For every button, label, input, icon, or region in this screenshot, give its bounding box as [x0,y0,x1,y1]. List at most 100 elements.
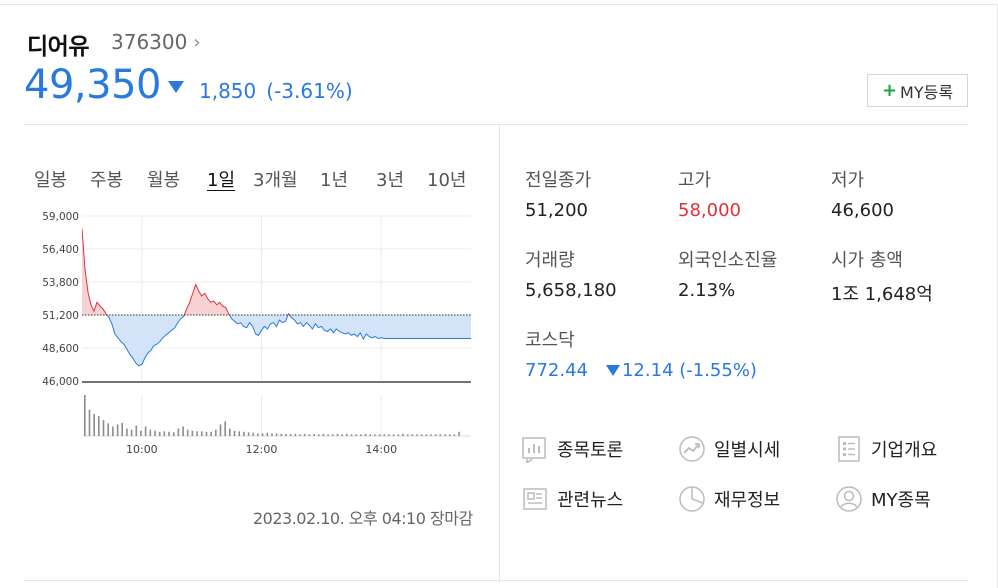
change-percent: (-3.61%) [266,79,353,103]
tab-1day[interactable]: 1일 [207,170,236,191]
volume-bar [318,434,320,436]
volume-bar [88,409,91,436]
link-discussion[interactable]: 종목토론 [521,435,623,463]
volume-bar [350,434,353,436]
y-tick-label: 48,600 [42,343,79,355]
kosdaq-change: 12.14 (-1.55%) [621,360,757,381]
volume-bar [332,434,334,436]
stat-label: 전일종가 [525,170,592,191]
volume-bar [336,433,339,436]
stat-value: 58,000 [678,200,741,221]
volume-bar [140,430,142,436]
market-timestamp: 2023.02.10. 오후 04:10 장마감 [253,509,473,528]
volume-bar [303,433,306,436]
volume-bar [285,433,287,436]
volume-bar [163,431,166,436]
link-company-overview[interactable]: 기업개요 [835,435,937,463]
my-add-label: MY등록 [900,82,954,102]
tab-3months[interactable]: 3개월 [253,170,298,191]
volume-bar [369,434,371,436]
my-add-button[interactable]: + MY등록 [867,74,968,107]
stock-code-link[interactable]: 376300 › [111,30,201,54]
volume-bar [397,434,400,436]
link-related-news[interactable]: 관련뉴스 [521,485,623,513]
volume-bar [107,423,109,436]
stat-foreign-ratio: 외국인소진율 2.13% [678,246,828,301]
volume-bar [308,434,311,436]
volume-bar [126,428,128,436]
volume-bar [102,420,105,436]
chart-board-icon [522,437,546,463]
intraday-chart: 59,000 56,400 53,800 51,200 48,600 46,000 10:0… [42,211,471,456]
stat-kosdaq: 코스닥 772.44 12.14 (-1.55%) [525,326,845,381]
volume-bar [196,431,198,436]
y-tick-label: 53,800 [42,277,79,289]
volume-bar [93,413,95,436]
volume-bar [280,433,283,436]
volume-bar [392,434,395,436]
pie-chart-icon [679,486,705,512]
stock-code: 376300 [111,30,188,54]
list-doc-icon [838,436,860,462]
volume-bar [261,433,264,436]
volume-bar [116,424,119,436]
price-line-down [106,315,471,367]
volume-bar [360,434,362,436]
volume-bar [406,434,409,436]
tab-10years[interactable]: 10년 [427,170,467,191]
volume-bar [210,431,212,436]
stat-high: 고가 58,000 [678,166,828,221]
volume-bar [449,434,451,436]
y-tick-label: 51,200 [42,310,79,322]
down-triangle-icon [168,81,184,93]
link-my-stocks[interactable]: MY종목 [835,485,931,513]
volume-bar [158,431,161,436]
period-tabs: 일봉 주봉 월봉 1일 3개월 1년 3년 10년 [34,166,466,192]
user-circle-icon [836,486,862,512]
x-tick-label: 10:00 [126,443,158,456]
volume-bar [135,425,138,436]
volume-bar [374,434,376,436]
area-below-prev-close [82,315,471,366]
volume-bar [402,433,404,436]
volume-bar [233,430,236,436]
tab-weekly[interactable]: 주봉 [90,170,124,191]
volume-bar [275,433,278,436]
stock-name: 디어유 [27,34,89,60]
tab-monthly[interactable]: 월봉 [147,170,181,191]
volume-bar [186,429,189,436]
y-tick-label: 46,000 [42,376,79,388]
volume-bar [444,434,446,436]
x-tick-label: 14:00 [365,443,397,456]
y-tick-label: 56,400 [42,244,79,256]
volume-bar [364,433,367,436]
volume-bar [453,434,456,436]
volume-bar [252,432,254,436]
tab-1year[interactable]: 1년 [320,170,349,191]
volume-bar [172,432,175,436]
volume-bar [215,429,217,436]
stat-market-cap: 시가 총액 1조 1,648억 [831,246,981,306]
link-daily-price[interactable]: 일별시세 [678,435,780,463]
volume-bar [144,426,147,436]
volume-bar [182,426,184,436]
price-change: 1,850 (-3.61%) [199,79,363,103]
volume-bar [112,426,114,436]
volume-bar [299,434,301,436]
stat-label: 코스닥 [525,330,575,351]
volume-bar [177,428,180,436]
volume-bar [294,433,297,436]
volume-bar [238,431,240,436]
stat-label: 고가 [678,170,712,191]
volume-bar [327,434,329,436]
tab-3years[interactable]: 3년 [376,170,405,191]
tab-daily[interactable]: 일봉 [34,170,68,191]
volume-bar [289,433,292,436]
trend-circle-icon [679,436,705,462]
link-label: 관련뉴스 [557,490,624,511]
volume-bar [439,434,442,436]
volume-bar [154,430,156,436]
volume-bar [383,434,386,436]
link-financial-info[interactable]: 재무정보 [678,485,780,513]
current-price: 49,350 [24,62,161,108]
